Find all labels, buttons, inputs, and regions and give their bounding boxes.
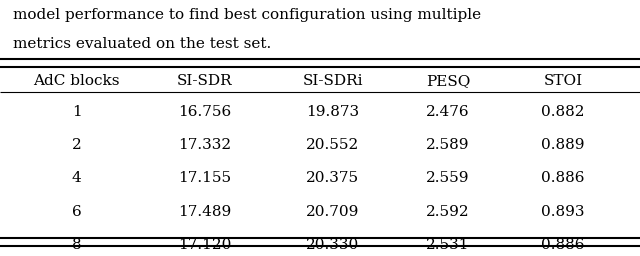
Text: 2.531: 2.531 <box>426 238 470 252</box>
Text: 4: 4 <box>72 171 82 185</box>
Text: 2.476: 2.476 <box>426 105 470 119</box>
Text: 17.120: 17.120 <box>178 238 232 252</box>
Text: 0.882: 0.882 <box>541 105 585 119</box>
Text: 0.889: 0.889 <box>541 138 585 152</box>
Text: 1: 1 <box>72 105 82 119</box>
Text: model performance to find best configuration using multiple: model performance to find best configura… <box>13 8 481 22</box>
Text: STOI: STOI <box>543 74 583 88</box>
Text: 20.709: 20.709 <box>306 205 360 219</box>
Text: SI-SDR: SI-SDR <box>177 74 232 88</box>
Text: 6: 6 <box>72 205 82 219</box>
Text: 0.886: 0.886 <box>541 171 585 185</box>
Text: 16.756: 16.756 <box>178 105 232 119</box>
Text: PESQ: PESQ <box>426 74 470 88</box>
Text: 2.559: 2.559 <box>426 171 470 185</box>
Text: 20.375: 20.375 <box>306 171 360 185</box>
Text: 17.489: 17.489 <box>178 205 232 219</box>
Text: 20.330: 20.330 <box>306 238 360 252</box>
Text: 20.552: 20.552 <box>306 138 360 152</box>
Text: 8: 8 <box>72 238 82 252</box>
Text: 17.155: 17.155 <box>178 171 232 185</box>
Text: 2: 2 <box>72 138 82 152</box>
Text: metrics evaluated on the test set.: metrics evaluated on the test set. <box>13 37 271 51</box>
Text: 2.592: 2.592 <box>426 205 470 219</box>
Text: SI-SDRi: SI-SDRi <box>303 74 363 88</box>
Text: AdC blocks: AdC blocks <box>33 74 120 88</box>
Text: 0.893: 0.893 <box>541 205 585 219</box>
Text: 17.332: 17.332 <box>178 138 232 152</box>
Text: 0.886: 0.886 <box>541 238 585 252</box>
Text: 19.873: 19.873 <box>306 105 360 119</box>
Text: 2.589: 2.589 <box>426 138 470 152</box>
